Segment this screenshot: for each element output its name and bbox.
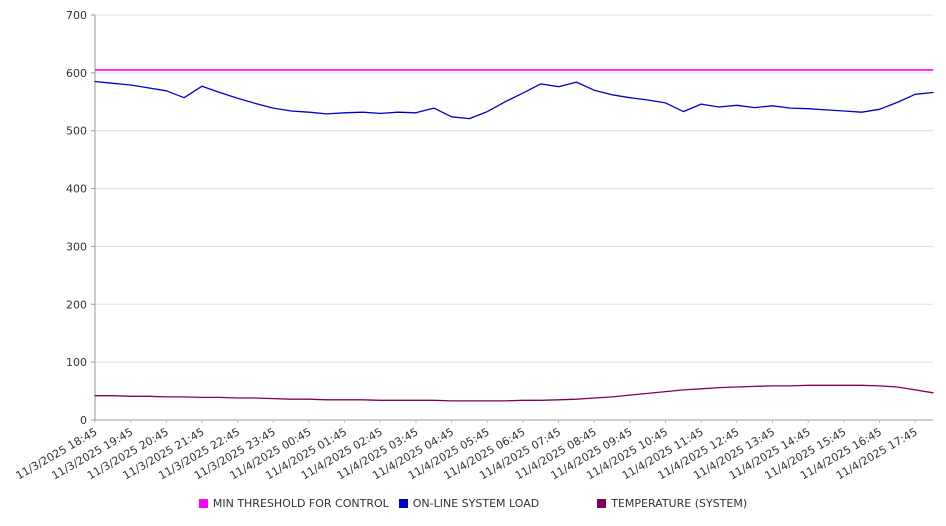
legend-swatch-min-threshold-icon bbox=[198, 499, 208, 508]
gridlines bbox=[94, 14, 933, 421]
y-tick-label: 500 bbox=[66, 125, 87, 138]
y-tick-label: 100 bbox=[66, 356, 87, 369]
y-tick-label: 200 bbox=[66, 298, 87, 311]
y-tick-label: 600 bbox=[66, 67, 87, 80]
chart-legend: MIN THRESHOLD FOR CONTROL ON-LINE SYSTEM… bbox=[0, 497, 946, 510]
y-tick-label: 300 bbox=[66, 240, 87, 253]
legend-label-temperature-system: TEMPERATURE (SYSTEM) bbox=[611, 497, 748, 510]
y-axis-labels: 0 100 200 300 400 500 600 700 bbox=[66, 9, 95, 427]
y-tick-label: 700 bbox=[66, 9, 87, 22]
legend-label-online-system-load: ON-LINE SYSTEM LOAD bbox=[412, 497, 540, 510]
legend-swatch-online-system-load-icon bbox=[398, 499, 408, 508]
y-tick-label: 0 bbox=[80, 414, 87, 427]
legend-label-min-threshold: MIN THRESHOLD FOR CONTROL bbox=[212, 497, 389, 510]
series-line-1 bbox=[94, 80, 934, 120]
series-line-2 bbox=[94, 384, 934, 402]
series-lines bbox=[94, 69, 934, 402]
legend-item-online-system-load[interactable]: ON-LINE SYSTEM LOAD bbox=[398, 497, 540, 510]
legend-item-min-threshold[interactable]: MIN THRESHOLD FOR CONTROL bbox=[198, 497, 389, 510]
y-tick-label: 400 bbox=[66, 183, 87, 196]
legend-item-temperature-system[interactable]: TEMPERATURE (SYSTEM) bbox=[597, 497, 747, 510]
legend-swatch-temperature-system-icon bbox=[597, 499, 607, 508]
